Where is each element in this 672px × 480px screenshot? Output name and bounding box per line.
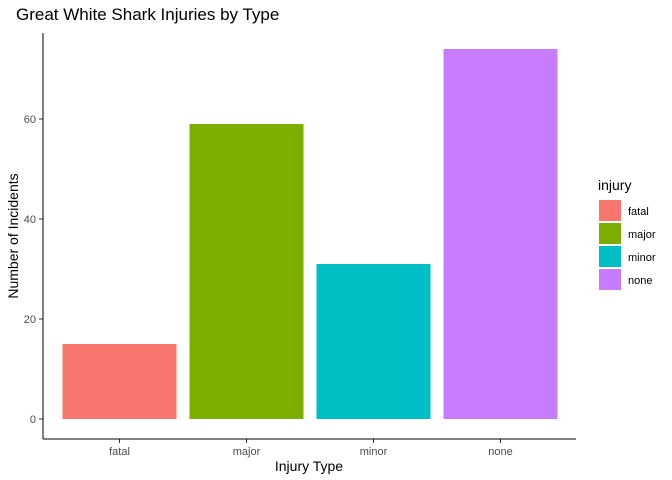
y-tick-label-60: 60	[24, 114, 36, 126]
bars-group	[62, 49, 558, 419]
y-axis-title: Number of Incidents	[5, 173, 21, 298]
legend-label-none: none	[628, 275, 652, 287]
legend-label-major: major	[628, 229, 656, 241]
x-tick-label-major: major	[233, 446, 261, 458]
x-tick-label-none: none	[488, 446, 512, 458]
legend: injury fatal major minor none	[598, 177, 656, 290]
legend-swatch-fatal	[599, 200, 621, 221]
x-axis-title: Injury Type	[275, 458, 343, 474]
y-axis-ticks: 0 20 40 60	[24, 114, 43, 426]
bar-none	[443, 49, 558, 419]
x-axis-ticks: fatal major minor none	[109, 439, 513, 458]
legend-label-minor: minor	[628, 252, 656, 264]
x-tick-label-minor: minor	[360, 446, 388, 458]
bar-minor	[316, 264, 431, 419]
chart-title: Great White Shark Injuries by Type	[16, 5, 279, 24]
y-tick-label-40: 40	[24, 214, 36, 226]
bar-fatal	[62, 344, 177, 419]
y-tick-label-20: 20	[24, 314, 36, 326]
y-tick-label-0: 0	[30, 414, 36, 426]
legend-swatch-none	[599, 269, 621, 290]
legend-swatch-minor	[599, 246, 621, 267]
legend-title: injury	[598, 177, 631, 193]
bar-major	[189, 124, 304, 419]
legend-label-fatal: fatal	[628, 206, 649, 218]
x-tick-label-fatal: fatal	[109, 446, 130, 458]
legend-swatch-major	[599, 223, 621, 244]
